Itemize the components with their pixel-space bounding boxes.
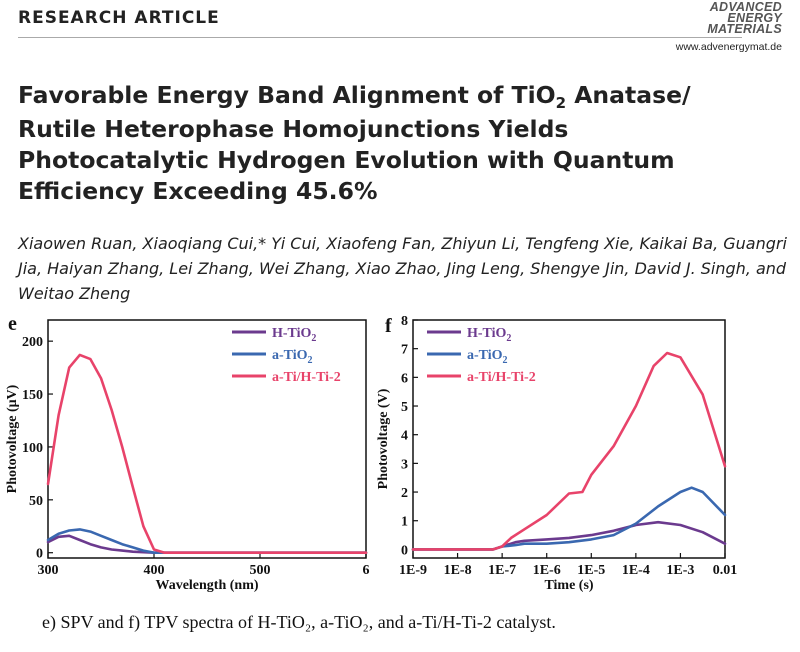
chart-e: e 300 400 500 6 0 50 100 150 200 Wavelength (nm) Ph… [5, 313, 370, 593]
y-axis-label: Photovoltage (μV) [5, 384, 20, 493]
section-label: RESEARCH ARTICLE [18, 8, 220, 28]
legend-label: H-TiO2 [272, 326, 316, 344]
series-line [46, 353, 368, 554]
y-tick-label: 1 [401, 515, 408, 530]
figure-caption: e) SPV and f) TPV spectra of H-TiO₂, a-T… [42, 612, 556, 632]
y-tick-label: 2 [401, 486, 408, 501]
panel-label: e [8, 313, 17, 335]
article-title: Favorable Energy Band Alignment of TiO2 … [18, 80, 758, 207]
y-tick-label: 100 [22, 441, 43, 456]
y-tick-label: 8 [401, 314, 408, 329]
x-tick-label: 1E-6 [533, 563, 561, 578]
series-line [46, 528, 368, 554]
legend-label: a-Ti/H-Ti-2 [467, 370, 536, 385]
x-axis-label: Wavelength (nm) [155, 578, 258, 593]
x-tick-label: 0.01 [713, 563, 738, 578]
legend-label: a-TiO2 [467, 348, 508, 366]
title-part-2: Anatase/ Rutile Heterophase Homojunction… [18, 81, 691, 205]
author-list: Xiaowen Ruan, Xiaoqiang Cui,* Yi Cui, Xi… [18, 234, 787, 303]
y-tick-label: 7 [401, 343, 408, 358]
x-axis-label: Time (s) [544, 578, 593, 593]
series-line [46, 534, 368, 554]
journal-url[interactable]: www.advenergymat.de [675, 41, 782, 53]
y-tick-label: 4 [401, 429, 408, 444]
x-tick-label: 6 [363, 563, 370, 578]
title-subscript: 2 [555, 94, 567, 112]
x-tick-label: 1E-3 [666, 563, 694, 578]
series-line [411, 520, 727, 551]
x-tick-label: 1E-5 [577, 563, 605, 578]
logo-line-2: ENERGY [727, 11, 782, 25]
y-tick-label: 200 [22, 335, 43, 350]
title-part-1: Favorable Energy Band Alignment of TiO [18, 81, 556, 109]
y-tick-label: 0 [401, 543, 408, 558]
y-tick-label: 0 [36, 547, 43, 562]
x-tick-label: 1E-9 [399, 563, 427, 578]
x-tick-label: 300 [38, 563, 59, 578]
logo-line-1: ADVANCED [709, 0, 782, 14]
y-tick-label: 3 [401, 457, 408, 472]
chart-f: f 1E-9 1E-8 1E-7 1E-6 1E-5 1E-4 1E-3 0.01 0 1 2 3 4 5 6… [376, 314, 738, 593]
x-tick-label: 1E-4 [622, 563, 650, 578]
series-line [411, 486, 727, 551]
y-tick-label: 6 [401, 371, 408, 386]
journal-logo: ADVANCED ENERGY MATERIALS www.advenergym… [612, 0, 782, 53]
y-tick-label: 5 [401, 400, 408, 415]
x-tick-label: 500 [250, 563, 271, 578]
y-tick-label: 50 [29, 494, 43, 509]
panel-label: f [385, 315, 392, 337]
header-rule [18, 37, 742, 38]
x-tick-label: 1E-7 [488, 563, 516, 578]
x-tick-label: 400 [144, 563, 165, 578]
x-tick-label: 1E-8 [444, 563, 472, 578]
y-axis-label: Photovoltage (V) [376, 388, 391, 489]
legend-label: a-Ti/H-Ti-2 [272, 370, 341, 385]
y-tick-label: 150 [22, 388, 43, 403]
series-line [411, 351, 727, 551]
legend-label: a-TiO2 [272, 348, 313, 366]
legend-label: H-TiO2 [467, 326, 511, 344]
plot-frame [47, 319, 367, 559]
plot-frame [412, 319, 726, 559]
logo-line-3: MATERIALS [707, 22, 782, 36]
